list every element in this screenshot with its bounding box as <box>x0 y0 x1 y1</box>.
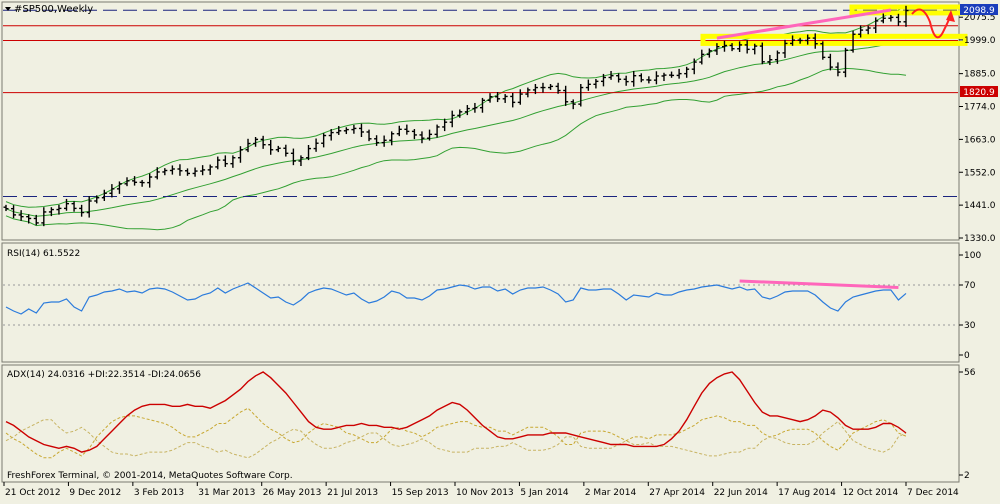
x-tick-label: 10 Nov 2013 <box>456 488 514 498</box>
price-y-tick-label: 1663.0 <box>964 135 996 145</box>
price-y-tick-label: 2075.5 <box>964 13 996 23</box>
level-badge <box>960 86 998 97</box>
x-tick-label: 27 Apr 2014 <box>649 488 705 498</box>
x-tick-label: 9 Dec 2012 <box>69 488 121 498</box>
x-tick-label: 21 Oct 2012 <box>5 488 61 498</box>
price-layer <box>3 4 968 231</box>
x-tick-label: 12 Oct 2014 <box>843 488 899 498</box>
adx-layer <box>5 371 907 459</box>
x-tick-label: 3 Feb 2013 <box>134 488 184 498</box>
rsi-layer <box>3 279 958 326</box>
minus-di-line <box>5 419 907 459</box>
x-tick-label: 31 Mar 2013 <box>198 488 255 498</box>
x-tick-label: 26 May 2013 <box>263 488 322 498</box>
price-trendline <box>716 8 892 40</box>
rsi-panel-frame <box>1 242 960 363</box>
x-tick-label: 17 Aug 2014 <box>778 488 836 498</box>
current-price-badge <box>960 4 998 15</box>
x-tick-label: 5 Jan 2014 <box>520 488 568 498</box>
x-tick-label: 2 Mar 2014 <box>585 488 637 498</box>
middle-band-line <box>5 39 907 217</box>
symbol-label: #SP500,Weekly <box>14 4 93 15</box>
rsi-y-tick-label: 100 <box>964 251 981 261</box>
highlight-zone-lower <box>700 33 968 46</box>
price-y-tick-label: 1885.0 <box>964 70 996 80</box>
adx-series-line <box>5 371 907 453</box>
price-panel-frame <box>1 1 960 241</box>
rsi-y-tick-label: 0 <box>964 351 970 361</box>
price-y-tick-label: 1441.0 <box>964 201 996 211</box>
rsi-trendline <box>739 279 899 289</box>
dropdown-triangle-icon[interactable] <box>5 7 11 11</box>
adx-y-tick-label: 2 <box>964 471 970 481</box>
copyright-label: FreshForex Terminal, © 2001-2014, MetaQu… <box>7 471 293 481</box>
price-y-tick-label: 1999.0 <box>964 36 996 46</box>
x-tick-label: 22 Jun 2014 <box>714 488 768 498</box>
level-badge-text: 1820.9 <box>963 88 995 98</box>
adx-panel-frame <box>1 364 960 483</box>
adx-y-tick-label: 56 <box>964 368 976 378</box>
price-y-tick-label: 1552.0 <box>964 168 996 178</box>
rsi-series-line <box>5 282 907 315</box>
price-y-tick-label: 1330.0 <box>964 234 996 244</box>
rsi-y-tick-label: 30 <box>964 321 976 331</box>
axes-layer: 2075.5 1999.0 1885.0 1774.0 1663.0 1552.0 1441… <box>3 13 996 498</box>
rsi-y-tick-label: 70 <box>964 281 976 291</box>
x-tick-label: 21 Jul 2013 <box>327 488 378 498</box>
adx-label: ADX(14) 24.0316 +DI:22.3514 -DI:24.0656 <box>7 370 201 380</box>
x-tick-label: 7 Dec 2014 <box>907 488 959 498</box>
price-y-tick-label: 1774.0 <box>964 103 996 113</box>
plus-di-line <box>5 407 907 459</box>
rsi-label: RSI(14) 61.5522 <box>7 249 80 259</box>
projection-arrow-head <box>946 10 955 22</box>
x-tick-label: 15 Sep 2013 <box>392 488 449 498</box>
current-price-badge-text: 2098.9 <box>963 6 995 16</box>
